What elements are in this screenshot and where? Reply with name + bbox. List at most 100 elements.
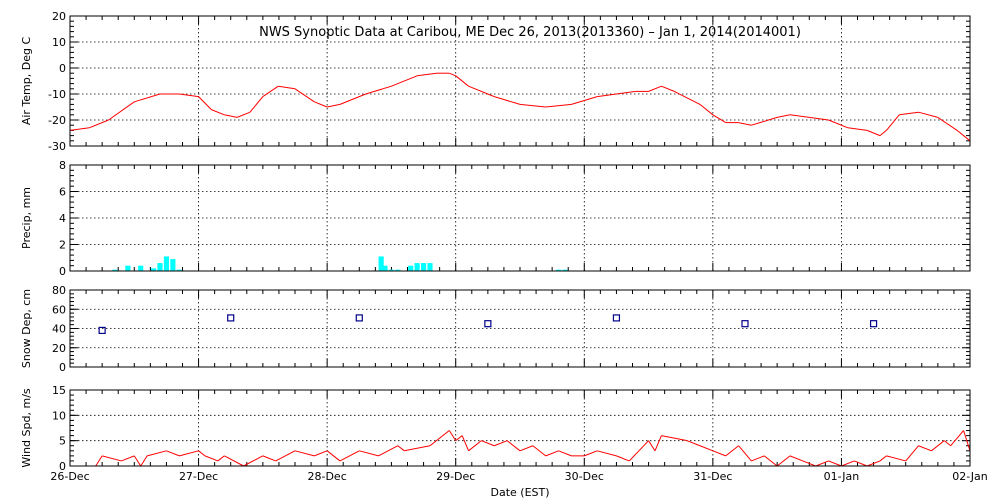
air-temp-line-segment (738, 122, 752, 126)
wind-speed-line-segment (429, 430, 450, 447)
air-temp-line-segment (417, 72, 437, 77)
wind-speed-line-segment (879, 455, 887, 462)
air-temp-line-segment (494, 96, 521, 105)
air-temp-line-segment (879, 130, 887, 136)
air-temp-line-segment (179, 93, 199, 98)
snow-depth-point (355, 314, 363, 322)
air-temp-line-segment (674, 90, 701, 105)
wind-speed-line-segment (886, 455, 906, 462)
precip-bar (427, 263, 433, 271)
precip-frame (69, 164, 971, 272)
wind-speed-line-segment (468, 440, 482, 452)
precip-bar (421, 263, 427, 271)
snow-depth-point (98, 326, 106, 335)
y-tick-label: 10 (52, 409, 66, 422)
wind-speed-line-segment (950, 430, 964, 447)
air-temp-line-segment (789, 114, 810, 118)
wind-speed-line-segment (397, 445, 405, 452)
air-temp-line-segment (699, 104, 714, 116)
wind-speed-line-segment (275, 450, 296, 462)
snow-depth-panel: 0 20 40 60 80 Snow Dep, cm (20, 284, 971, 374)
air-temp-line-segment (545, 103, 572, 108)
air-temp-line-segment (449, 72, 456, 77)
snow-depth-frame (69, 289, 971, 368)
wind-speed-line-segment (461, 435, 470, 451)
air-temp-line-segment (648, 85, 662, 92)
air-temp-line-segment (198, 96, 212, 110)
wind-speed-frame (69, 389, 971, 467)
air-temp-line-segment (134, 93, 161, 103)
y-tick-label: 0 (59, 62, 66, 75)
wind-speed-line-segment (217, 455, 225, 462)
air-temp-line-segment (847, 127, 868, 131)
precip-bar (395, 269, 401, 271)
precip-bar (112, 269, 118, 271)
air-temp-line-segment (751, 116, 778, 126)
air-temp-y-axis-label: Air Temp, Deg C (20, 37, 33, 126)
x-tick-label: 01-Jan (824, 470, 860, 483)
wind-speed-line-segment (95, 455, 103, 467)
precip-bar (125, 265, 131, 271)
chart-title: NWS Synoptic Data at Caribou, ME Dec 26,… (259, 25, 801, 40)
wind-speed-line-segment (378, 445, 399, 457)
y-tick-label: 20 (52, 342, 66, 355)
wind-speed-line-segment (494, 440, 508, 447)
x-tick-label: 28-Dec (308, 470, 347, 483)
wind-speed-line-segment (262, 455, 276, 462)
air-temp-line-segment (278, 85, 296, 90)
wind-speed-line-segment (686, 440, 701, 447)
air-temp-line-segment (519, 103, 546, 108)
air-temp-line-segment (828, 119, 849, 129)
precip-bar (414, 263, 420, 271)
precip-bar (408, 265, 414, 271)
wind-speed-line-segment (204, 455, 219, 462)
y-tick-label: 60 (52, 303, 66, 316)
snow-depth-point (612, 314, 621, 322)
air-temp-line-segment (468, 85, 495, 98)
x-axis-label: Date (EST) (490, 486, 549, 499)
wind-speed-line-segment (712, 450, 726, 457)
precip-bar (138, 265, 144, 271)
wind-speed-line-segment (776, 455, 791, 467)
wind-speed-line-segment (661, 435, 688, 442)
wind-speed-line-segment (448, 430, 457, 441)
precip-bar (382, 265, 388, 271)
wind-speed-line-segment (751, 455, 765, 462)
air-temp-line-segment (809, 116, 829, 121)
wind-speed-line-segment (243, 455, 264, 467)
wind-speed-line-segment (905, 445, 919, 462)
y-tick-label: 8 (59, 159, 66, 172)
wind-speed-panel: 0 5 10 15 Wind Spd, m/s (20, 384, 971, 473)
air-temp-line-segment (866, 129, 881, 137)
wind-speed-line-segment (802, 460, 816, 467)
wind-speed-line-segment (455, 435, 463, 442)
wind-speed-line-segment (918, 445, 932, 452)
wind-speed-line-segment (140, 455, 148, 467)
wind-speed-line-segment (166, 450, 180, 457)
wind-speed-line-segment (558, 450, 572, 457)
air-temp-line-segment (339, 93, 366, 105)
snow-depth-point (741, 320, 749, 328)
y-tick-label: -20 (48, 114, 66, 127)
wind-speed-y-axis-label: Wind Spd, m/s (20, 388, 33, 468)
wind-speed-line-segment (763, 455, 778, 467)
y-tick-label: 10 (52, 36, 66, 49)
wind-speed-line-segment (699, 445, 714, 452)
air-temp-line-segment (937, 116, 958, 131)
wind-speed-line-segment (545, 450, 559, 457)
wind-speed-line-segment (815, 460, 829, 467)
wind-speed-line-segment (359, 450, 379, 457)
wind-speed-line-segment (121, 455, 135, 462)
precip-y-axis-label: Precip, mm (20, 187, 33, 249)
air-temp-line-segment (571, 96, 598, 105)
wind-speed-line-segment (147, 450, 167, 457)
air-temp-line-segment (956, 130, 971, 142)
y-tick-label: -30 (48, 140, 66, 153)
wind-speed-line-segment (943, 440, 952, 447)
wind-speed-line-segment (828, 460, 842, 467)
wind-speed-line-segment (102, 455, 122, 462)
precip-bar (170, 259, 176, 271)
wind-speed-line-segment (294, 450, 315, 457)
air-temp-line-segment (262, 85, 279, 98)
wind-speed-line-segment (725, 445, 739, 457)
